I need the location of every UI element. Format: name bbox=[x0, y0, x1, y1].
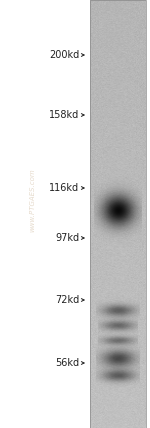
Text: 158kd: 158kd bbox=[49, 110, 79, 120]
Text: 97kd: 97kd bbox=[55, 233, 79, 243]
Text: 72kd: 72kd bbox=[55, 295, 79, 305]
Text: 116kd: 116kd bbox=[49, 183, 79, 193]
Bar bbox=[90, 0, 146, 428]
Text: www.PTGAES.com: www.PTGAES.com bbox=[29, 168, 35, 232]
Text: 56kd: 56kd bbox=[55, 358, 79, 368]
Text: 200kd: 200kd bbox=[49, 50, 79, 60]
